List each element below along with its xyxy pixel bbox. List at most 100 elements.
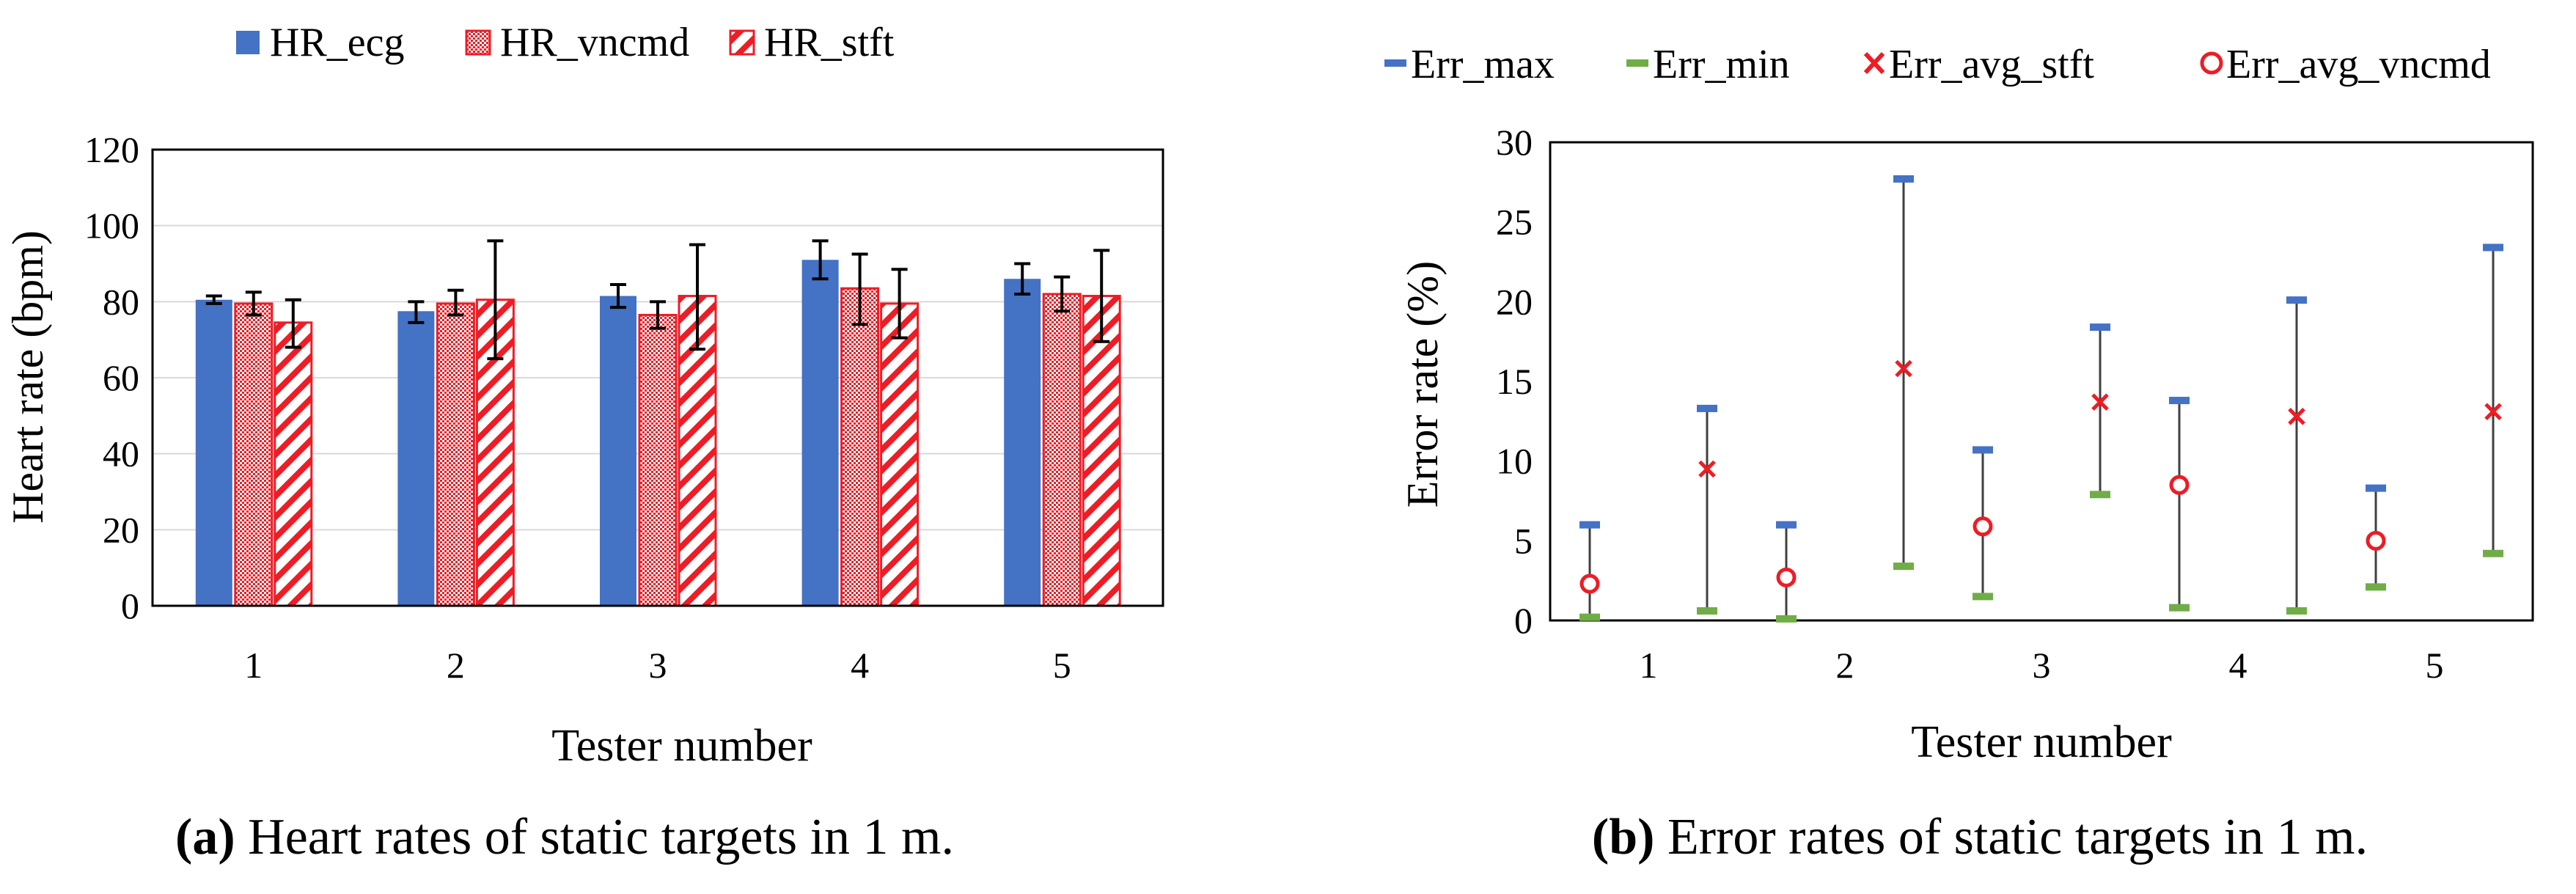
legend-marker-err-min xyxy=(1626,59,1648,67)
legend-swatch-hr-stft xyxy=(729,29,755,56)
y-tick-labels: 0 20 40 60 80 100 120 xyxy=(84,129,139,626)
err-avg-vncmd-marker xyxy=(1579,574,1600,594)
x-tick-label: 5 xyxy=(1053,645,1071,686)
err-avg-stft-marker xyxy=(2484,403,2502,421)
x-tick-label: 2 xyxy=(447,645,465,686)
bar-hr-ecg xyxy=(1004,279,1041,606)
bar-hr-stft xyxy=(880,302,920,607)
plot-border xyxy=(151,148,1164,607)
err-avg-vncmd-marker xyxy=(1776,567,1797,587)
err-max-marker xyxy=(1776,521,1797,529)
legend: HR_ecg HR_vncmd HR_stft xyxy=(236,20,895,65)
bar-hr-vncmd xyxy=(234,302,274,607)
y-tick-label: 0 xyxy=(121,585,139,626)
err-avg-vncmd-marker xyxy=(2366,530,2386,551)
legend-label-err-avg-stft: Err_avg_stft xyxy=(1889,42,2094,87)
x-tick-label: 1 xyxy=(1640,645,1658,686)
y-axis-title: Error rate (%) xyxy=(1398,261,1447,508)
err-max-marker xyxy=(2366,484,2386,492)
err-max-marker xyxy=(1579,521,1600,529)
x-axis-title: Tester number xyxy=(551,721,812,771)
legend-label-err-min: Err_min xyxy=(1653,42,1790,87)
err-avg-vncmd-marker xyxy=(1973,516,1993,537)
err-max-marker xyxy=(2169,397,2190,405)
err-min-marker xyxy=(2483,549,2503,557)
markers xyxy=(1579,175,2503,623)
err-avg-stft-marker xyxy=(2288,408,2305,425)
y-tick-label: 60 xyxy=(103,357,139,398)
err-avg-stft-marker xyxy=(2091,393,2109,411)
y-tick-label: 120 xyxy=(84,129,139,170)
caption-label: (b) xyxy=(1592,809,1655,865)
bar-hr-vncmd xyxy=(1042,293,1082,607)
y-axis-title: Heart rate (bpm) xyxy=(4,230,52,524)
x-stroke xyxy=(1895,359,1912,378)
x-tick-label: 4 xyxy=(2229,645,2247,686)
err-max-marker xyxy=(2286,296,2307,304)
y-tick-label: 20 xyxy=(103,509,139,550)
x-tick-labels: 1 2 3 4 5 xyxy=(1640,645,2444,686)
bar-series xyxy=(195,260,1121,607)
y-tick-label: 20 xyxy=(1496,281,1533,322)
axes xyxy=(1549,141,2534,622)
scatter-chart-panel: Err_max Err_min Err_avg_stft Err_avg_vncmd … xyxy=(1384,42,2534,865)
axes xyxy=(151,148,1164,607)
err-avg-stft-marker xyxy=(1698,460,1716,478)
err-max-marker xyxy=(2483,243,2503,252)
err-min-marker xyxy=(2366,583,2386,591)
plot-border xyxy=(1549,141,2534,622)
legend-label-err-max: Err_max xyxy=(1411,42,1555,87)
x-tick-label: 3 xyxy=(649,645,667,686)
x-stroke xyxy=(1698,460,1716,478)
bar-hr-ecg xyxy=(397,311,435,606)
error-bars xyxy=(205,239,1110,361)
legend: Err_max Err_min Err_avg_stft Err_avg_vncmd xyxy=(1384,42,2491,87)
y-tick-label: 100 xyxy=(84,205,139,246)
y-tick-label: 40 xyxy=(103,433,139,475)
x-axis-title: Tester number xyxy=(1911,717,2172,767)
y-tick-label: 10 xyxy=(1496,441,1533,482)
err-max-marker xyxy=(2090,323,2110,331)
legend-label-err-avg-vncmd: Err_avg_vncmd xyxy=(2226,42,2491,87)
x-tick-label: 1 xyxy=(244,645,263,686)
y-tick-labels: 0 5 10 15 20 25 30 xyxy=(1496,122,1533,641)
err-max-marker xyxy=(1697,404,1717,412)
err-avg-vncmd-marker xyxy=(2169,475,2190,495)
bar-chart-panel: HR_ecg HR_vncmd HR_stft 0 20 40 60 80 100 120 1 2… xyxy=(4,20,1164,865)
err-max-marker xyxy=(1973,446,1993,454)
x-tick-label: 3 xyxy=(2033,645,2051,686)
err-min-marker xyxy=(1697,607,1717,615)
y-tick-label: 5 xyxy=(1514,520,1533,561)
y-tick-label: 80 xyxy=(103,281,139,322)
y-tick-label: 15 xyxy=(1496,361,1533,402)
caption-text: Error rates of static targets in 1 m. xyxy=(1654,809,2368,865)
x-stroke xyxy=(2288,408,2305,425)
bar-hr-vncmd xyxy=(840,287,880,607)
legend-marker-err-max xyxy=(1384,59,1406,67)
caption-label: (a) xyxy=(175,809,235,865)
y-tick-label: 25 xyxy=(1496,202,1533,243)
caption: (a) Heart rates of static targets in 1 m… xyxy=(175,809,954,865)
legend-swatch-hr-ecg xyxy=(236,31,260,54)
caption-text: Heart rates of static targets in 1 m. xyxy=(235,809,954,865)
bar-hr-ecg xyxy=(195,299,232,606)
x-stroke xyxy=(2484,403,2502,421)
x-tick-label: 2 xyxy=(1836,645,1854,686)
err-avg-stft-marker xyxy=(1895,359,1912,378)
legend-label-hr-vncmd: HR_vncmd xyxy=(500,20,689,65)
x-tick-label: 4 xyxy=(851,645,869,686)
err-min-marker xyxy=(2169,604,2190,612)
err-max-marker xyxy=(1893,175,1914,183)
bar-hr-ecg xyxy=(801,260,839,606)
legend-marker-err-avg-vncmd xyxy=(2200,51,2223,75)
legend-label-hr-ecg: HR_ecg xyxy=(270,20,405,65)
x-tick-label: 5 xyxy=(2426,645,2444,686)
bar-hr-vncmd xyxy=(436,302,475,607)
y-tick-label: 30 xyxy=(1496,122,1533,163)
err-min-marker xyxy=(2286,607,2307,615)
err-min-marker xyxy=(2090,491,2110,499)
err-min-marker xyxy=(1973,593,1993,601)
x-stroke xyxy=(2091,393,2109,411)
legend-label-hr-stft: HR_stft xyxy=(764,20,895,65)
